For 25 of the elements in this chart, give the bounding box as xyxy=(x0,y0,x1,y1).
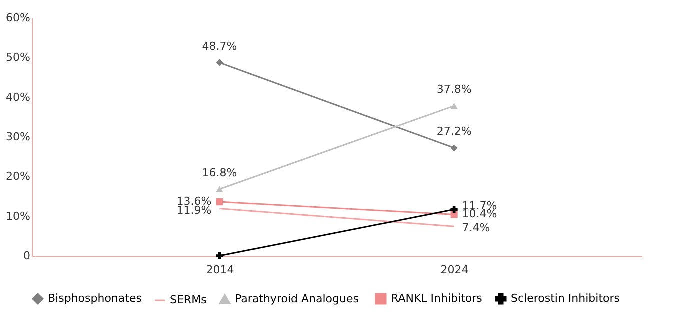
legend-label: Parathyroid Analogues xyxy=(235,292,360,306)
point xyxy=(216,252,224,260)
y-tick-label: 50% xyxy=(6,51,30,64)
y-tick-label: 60% xyxy=(6,12,30,24)
y-tick-label: 30% xyxy=(6,130,30,144)
y-tick-label: 20% xyxy=(6,170,30,184)
x-tick-label: 2024 xyxy=(440,264,469,276)
y-tick-label: 40% xyxy=(6,90,30,104)
legend-label: Bisphosphonates xyxy=(48,292,142,305)
data-label: 27.2% xyxy=(436,125,472,138)
point xyxy=(450,206,458,214)
x-tick-label: 2014 xyxy=(206,264,234,276)
point xyxy=(216,198,224,206)
y-tick-label: 10% xyxy=(6,210,30,223)
data-label: 7.4% xyxy=(462,222,490,235)
data-label: 48.7% xyxy=(202,40,238,53)
data-label: 16.8% xyxy=(202,166,238,180)
point xyxy=(216,59,224,66)
legend-label: SERMs xyxy=(170,294,208,306)
legend-label: Sclerostin Inhibitors xyxy=(511,292,620,305)
point xyxy=(450,211,458,218)
y-tick-label: 0 xyxy=(24,250,30,262)
legend-label: RANKL Inhibitors xyxy=(391,292,483,305)
point xyxy=(450,144,458,152)
data-label: 37.8% xyxy=(436,83,472,96)
